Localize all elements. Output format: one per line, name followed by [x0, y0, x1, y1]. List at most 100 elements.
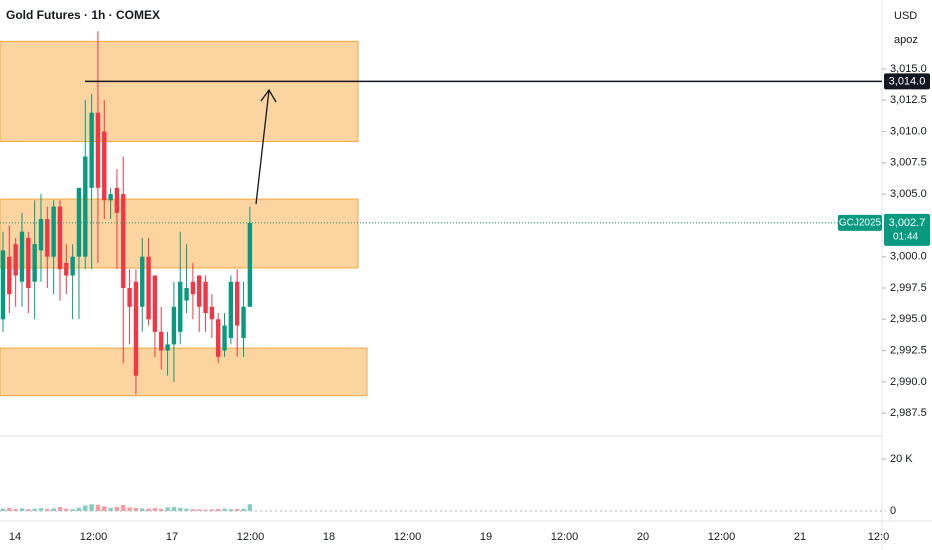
candle-body [89, 112, 94, 188]
arrow-shaft [255, 89, 270, 205]
volume-bar [209, 509, 215, 511]
x-tick-label: 14 [9, 531, 21, 543]
candle-body [38, 219, 44, 251]
candle-body [209, 306, 215, 320]
candle-body [70, 256, 75, 276]
volume-bar [222, 508, 227, 511]
candle-body [121, 194, 126, 288]
candle-body [235, 281, 240, 326]
volume-bar [114, 506, 120, 511]
candle-body [102, 131, 107, 201]
volume-bar [228, 509, 234, 511]
volume-bar [165, 507, 170, 511]
x-tick-label: 12:00 [708, 531, 736, 543]
candle-body [32, 244, 37, 282]
candle-body [108, 194, 113, 201]
candle-body [165, 344, 170, 351]
x-tick-label: 18 [323, 531, 335, 543]
candle-body [114, 187, 120, 213]
x-tick-label: 12:00 [80, 531, 108, 543]
y-tick-label: 3,000.0 [890, 251, 927, 263]
volume-bar [26, 509, 31, 511]
candle-body [178, 281, 183, 332]
candle-body [222, 325, 227, 351]
volume-bar [216, 508, 221, 511]
x-tick-label: 17 [166, 531, 178, 543]
volume-bar [108, 507, 113, 511]
volume-bar [140, 508, 145, 511]
volume-bar [171, 507, 177, 511]
last-price-label: 3,002.7 [889, 217, 926, 229]
volume-bar [152, 508, 158, 511]
level-label-box [884, 73, 930, 90]
candle-body [57, 206, 63, 270]
candle-body [95, 112, 101, 188]
candle-body [26, 237, 31, 288]
candle-body [203, 281, 208, 314]
scale-mode[interactable]: apoz [894, 34, 918, 46]
x-tick-label: 20 [637, 531, 649, 543]
volume-bar [95, 504, 101, 511]
y-tick-label: 3,015.0 [890, 63, 927, 75]
candle-body [19, 231, 25, 282]
candle-body [152, 275, 158, 332]
candle-body [241, 306, 246, 339]
candle-body [51, 206, 56, 257]
volume-bar [45, 508, 50, 511]
volume-bar [241, 508, 246, 511]
x-tick-label: 19 [480, 531, 492, 543]
y-tick-label: 3,005.0 [890, 188, 927, 200]
volume-bar [19, 508, 25, 511]
volume-bar [32, 508, 37, 511]
candle-body [197, 275, 202, 307]
candle-body [146, 256, 151, 320]
x-tick-label: 21 [794, 531, 806, 543]
y-tick-label: 2,992.5 [890, 345, 927, 357]
y-tick-label: 3,007.5 [890, 157, 927, 169]
candle-body [64, 262, 69, 276]
x-tick-label: 12:0 [868, 531, 889, 543]
y-tick-label: 2,987.5 [890, 407, 927, 419]
candle-body [7, 256, 12, 295]
x-tick-label: 12:00 [237, 531, 265, 543]
candle-body [140, 256, 145, 307]
currency[interactable]: USD [894, 10, 917, 22]
volume-bar [13, 508, 18, 511]
chart-title: Gold Futures · 1h · COMEX [6, 8, 160, 22]
volume-tick-label: 0 [890, 505, 896, 517]
candle-body [127, 288, 132, 307]
candle-body [184, 288, 189, 301]
volume-bar [76, 507, 82, 511]
volume-bar [38, 508, 44, 511]
zone [0, 347, 368, 397]
y-tick-label: 3,010.0 [890, 125, 927, 137]
candle-body [45, 219, 50, 257]
volume-bar [70, 509, 75, 511]
y-tick-label: 2,995.0 [890, 313, 927, 325]
volume-bar [51, 508, 56, 511]
volume-bar [83, 505, 88, 511]
y-tick-label: 2,997.5 [890, 282, 927, 294]
volume-bar [133, 507, 139, 511]
volume-bar [247, 504, 253, 511]
volume-bar [102, 506, 107, 511]
volume-bar [235, 508, 240, 511]
y-tick-label: 2,990.0 [890, 376, 927, 388]
candle-body [83, 156, 88, 257]
volume-bar [121, 505, 126, 511]
volume-bar [146, 508, 151, 511]
candle-body [228, 281, 234, 339]
last-price-box [884, 213, 930, 246]
volume-bar [7, 507, 12, 511]
candle-body [133, 281, 139, 376]
countdown: 01:44 [893, 232, 918, 243]
x-tick-label: 12:00 [394, 531, 422, 543]
volume-bar [184, 508, 189, 511]
arrow-head [260, 88, 277, 103]
volume-bar [197, 509, 202, 511]
candle-body [171, 306, 177, 345]
volume-bar [57, 507, 63, 511]
y-tick-label: 3,012.5 [890, 94, 927, 106]
candle-body [159, 331, 164, 351]
